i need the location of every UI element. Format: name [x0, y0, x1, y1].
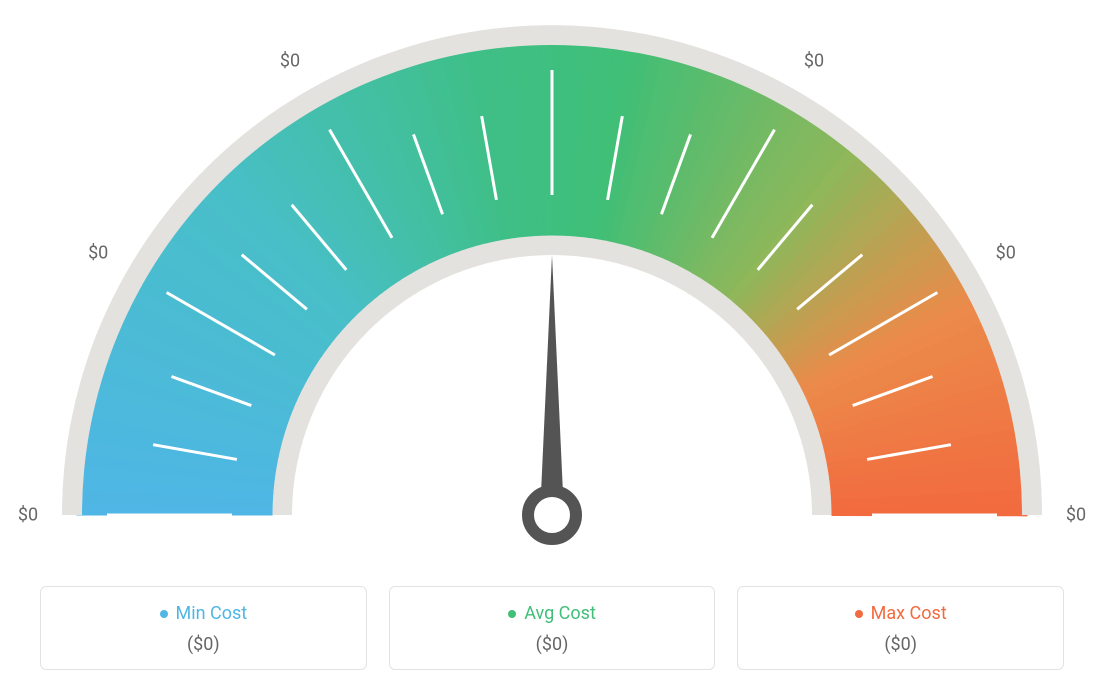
- gauge-tick-label: $0: [542, 0, 562, 2]
- legend-value-min: ($0): [53, 634, 354, 655]
- legend-card-min: Min Cost ($0): [40, 586, 367, 671]
- legend-card-avg: Avg Cost ($0): [389, 586, 716, 671]
- legend-dot-avg: [508, 610, 516, 618]
- legend-dot-max: [855, 610, 863, 618]
- legend-value-max: ($0): [750, 634, 1051, 655]
- legend-dot-min: [160, 610, 168, 618]
- legend-label-max: Max Cost: [871, 603, 947, 624]
- legend-value-avg: ($0): [402, 634, 703, 655]
- gauge-tick-label: $0: [18, 505, 38, 526]
- legend-label-min: Min Cost: [176, 603, 248, 624]
- cost-gauge-chart: $0 $0 $0 $0 $0 $0 $0: [0, 0, 1104, 560]
- legend-row: Min Cost ($0) Avg Cost ($0) Max Cost ($0…: [40, 586, 1064, 671]
- gauge-tick-label: $0: [804, 51, 824, 72]
- gauge-tick-label: $0: [1066, 505, 1086, 526]
- gauge-tick-label: $0: [88, 243, 108, 264]
- legend-label-avg: Avg Cost: [524, 603, 596, 624]
- gauge-tick-label: $0: [996, 243, 1016, 264]
- gauge-tick-label: $0: [280, 51, 300, 72]
- legend-card-max: Max Cost ($0): [737, 586, 1064, 671]
